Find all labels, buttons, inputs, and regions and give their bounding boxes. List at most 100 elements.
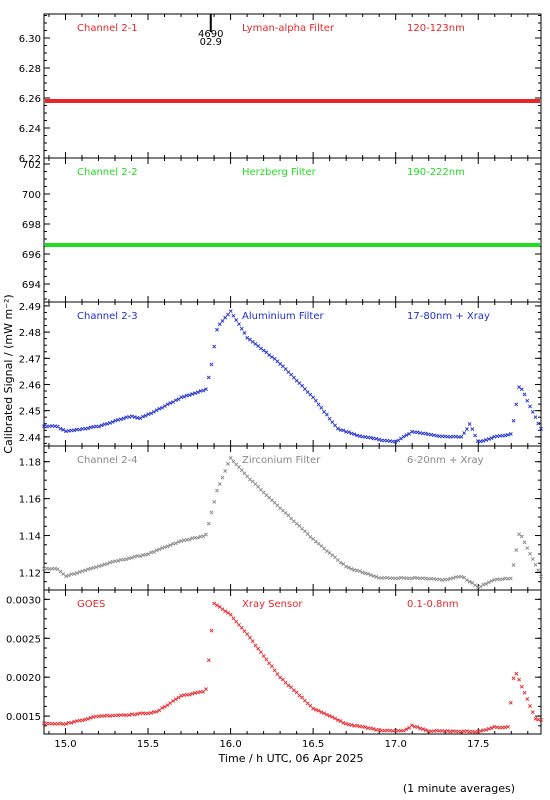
data-point <box>492 724 497 729</box>
data-point <box>231 313 236 318</box>
data-point <box>77 427 82 432</box>
data-point <box>149 411 154 416</box>
data-point <box>220 319 225 323</box>
data-point <box>182 538 186 543</box>
data-point <box>311 395 316 400</box>
data-point <box>132 415 137 419</box>
data-point <box>473 583 478 588</box>
data-point <box>176 695 181 700</box>
data-point <box>366 571 370 576</box>
data-point <box>259 487 263 492</box>
panel-channel: Channel 2-4 <box>77 455 138 466</box>
data-point <box>302 529 307 534</box>
data-point <box>269 355 274 359</box>
data-point <box>517 677 521 682</box>
data-point <box>349 567 354 571</box>
data-point <box>248 477 252 482</box>
data-point <box>261 654 266 658</box>
data-point <box>58 721 63 726</box>
data-point <box>533 562 538 567</box>
data-point <box>289 516 294 521</box>
data-point <box>149 550 154 555</box>
y-tick-label: 2.46 <box>19 380 41 391</box>
data-point <box>489 578 494 583</box>
data-point <box>308 392 313 397</box>
data-point <box>77 569 82 574</box>
data-point <box>410 576 414 581</box>
data-point <box>294 690 299 695</box>
data-point <box>525 546 530 551</box>
y-tick-label: 2.45 <box>19 407 41 418</box>
data-point <box>171 541 175 546</box>
panel-filter: Herzberg Filter <box>242 167 317 178</box>
data-point <box>239 326 244 331</box>
data-point <box>127 415 132 419</box>
y-tick-label: 6.30 <box>19 34 41 45</box>
data-point <box>319 405 324 410</box>
data-point <box>132 554 137 559</box>
data-point <box>231 616 236 621</box>
data-point <box>445 728 450 733</box>
data-point <box>165 544 170 549</box>
data-point <box>448 576 453 581</box>
data-point <box>272 668 277 673</box>
data-point <box>253 482 258 487</box>
data-point <box>481 438 486 443</box>
data-point <box>256 484 261 489</box>
x-tick-label: 15.5 <box>137 739 159 750</box>
data-point <box>138 416 143 421</box>
data-point <box>149 711 154 715</box>
data-point <box>118 417 123 422</box>
data-point <box>489 436 494 441</box>
data-point <box>300 695 305 700</box>
data-point <box>212 499 217 504</box>
data-point <box>335 426 340 431</box>
data-point <box>503 433 508 438</box>
data-point <box>377 437 381 442</box>
data-point <box>151 409 156 414</box>
data-point <box>88 566 93 571</box>
data-point <box>322 409 326 414</box>
data-point <box>374 436 379 441</box>
data-point <box>311 537 316 541</box>
data-series <box>42 601 543 734</box>
data-point <box>86 716 90 721</box>
y-tick-label: 6.26 <box>19 94 41 105</box>
data-point <box>401 434 406 439</box>
data-point <box>206 658 211 663</box>
data-point <box>116 417 121 422</box>
data-point <box>517 385 521 390</box>
data-point <box>475 729 480 734</box>
data-point <box>132 712 137 717</box>
panel-3: 2.44 2.45 2.46 2.47 2.48 2.49 Channel 2-3 Alumi… <box>19 301 543 447</box>
data-point <box>201 534 206 539</box>
data-point <box>234 619 239 624</box>
data-point <box>360 570 365 575</box>
data-point <box>256 646 261 651</box>
data-point <box>506 432 510 437</box>
data-point <box>489 726 494 730</box>
data-point <box>467 422 472 426</box>
data-point <box>215 327 219 332</box>
data-point <box>176 539 181 544</box>
y-tick-label: 696 <box>22 250 41 261</box>
data-point <box>530 710 535 715</box>
x-tick-label: 15.0 <box>54 739 76 750</box>
data-point <box>352 432 357 437</box>
data-point <box>533 716 538 721</box>
data-point <box>344 564 348 569</box>
panel-frame <box>43 589 542 735</box>
data-point <box>127 713 132 717</box>
data-point <box>157 406 162 411</box>
data-point <box>72 572 77 576</box>
data-point <box>248 635 252 640</box>
data-point <box>459 434 464 439</box>
panel-frame <box>43 157 542 303</box>
y-tick-label: 1.16 <box>19 495 41 506</box>
data-point <box>528 404 532 409</box>
data-point <box>500 577 505 582</box>
y-axis-label: Calibrated Signal / (mW m⁻²) <box>2 294 15 453</box>
data-point <box>151 549 156 554</box>
data-point <box>478 584 483 589</box>
data-point <box>171 699 175 703</box>
